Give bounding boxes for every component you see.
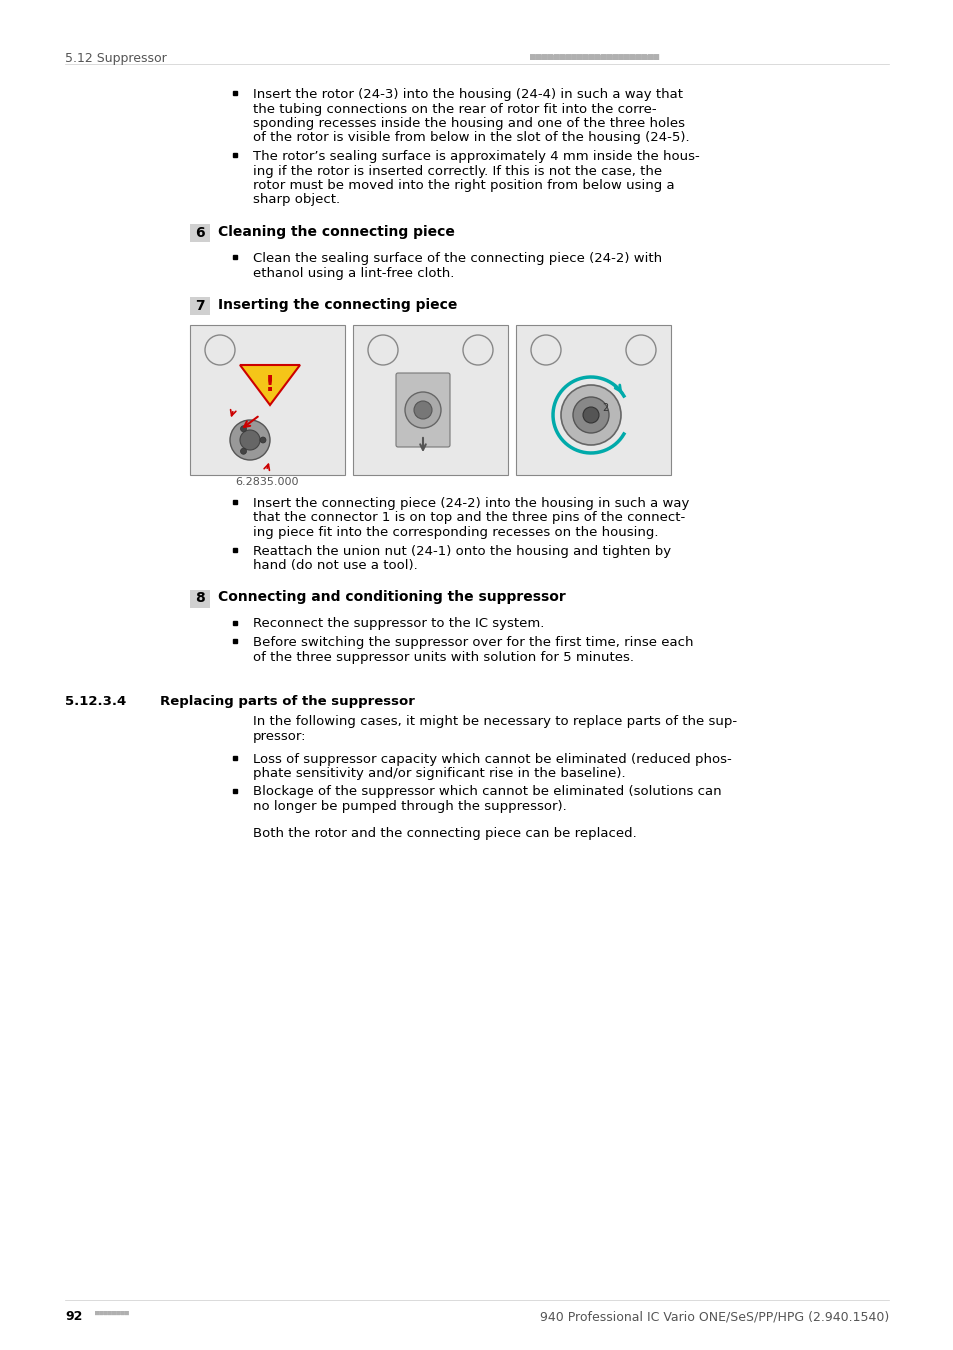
Circle shape (405, 392, 440, 428)
Text: rotor must be moved into the right position from below using a: rotor must be moved into the right posit… (253, 180, 674, 192)
Circle shape (230, 420, 270, 460)
Text: hand (do not use a tool).: hand (do not use a tool). (253, 559, 417, 572)
FancyBboxPatch shape (516, 325, 670, 475)
Text: Loss of suppressor capacity which cannot be eliminated (reduced phos-: Loss of suppressor capacity which cannot… (253, 752, 731, 765)
Polygon shape (240, 364, 299, 405)
Circle shape (414, 401, 432, 418)
Text: Connecting and conditioning the suppressor: Connecting and conditioning the suppress… (218, 590, 565, 605)
Text: Reconnect the suppressor to the IC system.: Reconnect the suppressor to the IC syste… (253, 617, 544, 630)
Text: of the rotor is visible from below in the slot of the housing (24-5).: of the rotor is visible from below in th… (253, 131, 689, 144)
Text: Reattach the union nut (24-1) onto the housing and tighten by: Reattach the union nut (24-1) onto the h… (253, 544, 670, 558)
Text: Before switching the suppressor over for the first time, rinse each: Before switching the suppressor over for… (253, 636, 693, 649)
Text: Replacing parts of the suppressor: Replacing parts of the suppressor (160, 695, 415, 707)
Text: !: ! (265, 375, 274, 396)
Text: Both the rotor and the connecting piece can be replaced.: Both the rotor and the connecting piece … (253, 826, 636, 840)
Text: ing piece fit into the corresponding recesses on the housing.: ing piece fit into the corresponding rec… (253, 526, 658, 539)
Text: 940 Professional IC Vario ONE/SeS/PP/HPG (2.940.1540): 940 Professional IC Vario ONE/SeS/PP/HPG… (539, 1310, 888, 1323)
Text: Clean the sealing surface of the connecting piece (24-2) with: Clean the sealing surface of the connect… (253, 252, 661, 265)
Circle shape (582, 406, 598, 423)
Text: ing if the rotor is inserted correctly. If this is not the case, the: ing if the rotor is inserted correctly. … (253, 165, 661, 177)
FancyBboxPatch shape (353, 325, 507, 475)
FancyBboxPatch shape (395, 373, 450, 447)
Text: 8: 8 (195, 591, 205, 606)
Text: 92: 92 (65, 1310, 82, 1323)
Text: sharp object.: sharp object. (253, 193, 340, 207)
Text: phate sensitivity and/or significant rise in the baseline).: phate sensitivity and/or significant ris… (253, 767, 625, 780)
Circle shape (240, 431, 260, 450)
Circle shape (260, 437, 266, 443)
Text: the tubing connections on the rear of rotor fit into the corre-: the tubing connections on the rear of ro… (253, 103, 656, 116)
Text: Blockage of the suppressor which cannot be eliminated (solutions can: Blockage of the suppressor which cannot … (253, 786, 720, 798)
Text: 5.12 Suppressor: 5.12 Suppressor (65, 53, 167, 65)
Text: 7: 7 (195, 298, 205, 313)
Circle shape (573, 397, 608, 433)
Text: pressor:: pressor: (253, 730, 306, 742)
Text: of the three suppressor units with solution for 5 minutes.: of the three suppressor units with solut… (253, 651, 634, 663)
Text: In the following cases, it might be necessary to replace parts of the sup-: In the following cases, it might be nece… (253, 716, 737, 729)
Text: 2: 2 (601, 404, 607, 413)
Text: Cleaning the connecting piece: Cleaning the connecting piece (218, 225, 455, 239)
Text: sponding recesses inside the housing and one of the three holes: sponding recesses inside the housing and… (253, 117, 684, 130)
FancyBboxPatch shape (190, 590, 210, 608)
Text: ■■■■■■■■■■■■■■■■■■■■■■: ■■■■■■■■■■■■■■■■■■■■■■ (530, 53, 659, 62)
Circle shape (560, 385, 620, 446)
Text: 6.2835.000: 6.2835.000 (235, 477, 299, 487)
Text: Insert the connecting piece (24-2) into the housing in such a way: Insert the connecting piece (24-2) into … (253, 497, 689, 510)
FancyBboxPatch shape (190, 224, 210, 242)
Circle shape (240, 425, 246, 432)
Text: Insert the rotor (24-3) into the housing (24-4) in such a way that: Insert the rotor (24-3) into the housing… (253, 88, 682, 101)
FancyBboxPatch shape (190, 325, 345, 475)
FancyBboxPatch shape (190, 297, 210, 315)
Text: The rotor’s sealing surface is approximately 4 mm inside the hous-: The rotor’s sealing surface is approxima… (253, 150, 699, 163)
Text: that the connector 1 is on top and the three pins of the connect-: that the connector 1 is on top and the t… (253, 512, 684, 525)
Text: 5.12.3.4: 5.12.3.4 (65, 695, 126, 707)
Text: ethanol using a lint-free cloth.: ethanol using a lint-free cloth. (253, 266, 454, 279)
Circle shape (240, 448, 246, 454)
Text: 6: 6 (195, 225, 205, 240)
Text: ■■■■■■■■: ■■■■■■■■ (95, 1310, 129, 1316)
Text: Inserting the connecting piece: Inserting the connecting piece (218, 298, 456, 312)
Text: no longer be pumped through the suppressor).: no longer be pumped through the suppress… (253, 801, 566, 813)
